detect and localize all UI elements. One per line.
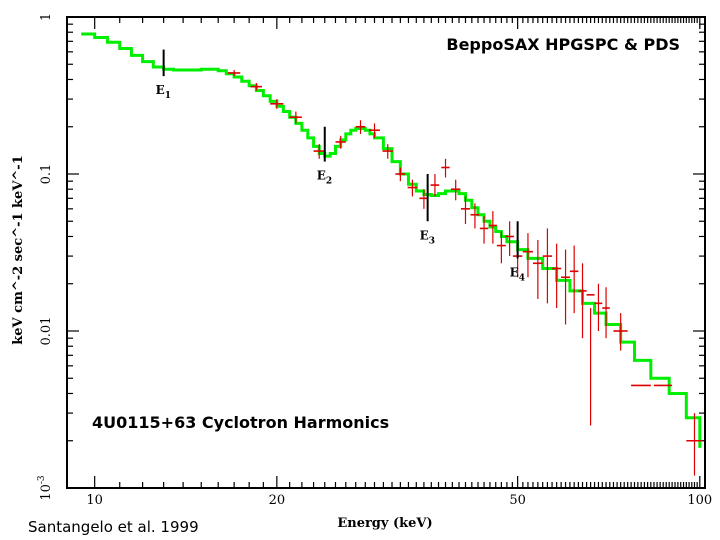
- harmonic-label-sub: 4: [519, 273, 525, 283]
- data-point: [542, 228, 553, 304]
- data-point: [569, 245, 579, 314]
- data-point: [250, 82, 262, 91]
- axis-ticks: [66, 16, 705, 489]
- x-axis-title: Energy (keV): [337, 516, 432, 531]
- data-point: [522, 233, 533, 278]
- y-tick-exponent: -3: [37, 475, 47, 484]
- data-point: [313, 144, 325, 159]
- y-tick-labels: 1 0.1 0.01 10-3: [37, 13, 54, 501]
- data-point: [561, 249, 570, 325]
- data-point: [686, 413, 703, 476]
- x-tick-labels: 10 20 50 100: [86, 493, 712, 508]
- data-point: [395, 167, 406, 182]
- harmonic-label: E3: [420, 228, 435, 246]
- data-point: [496, 231, 506, 264]
- harmonic-label: E1: [156, 83, 171, 101]
- x-tick-label: 50: [509, 493, 526, 508]
- annotation-layer: E1 E2 E3 E4: [156, 49, 525, 283]
- data-point: [470, 203, 480, 229]
- data-point: [505, 221, 514, 257]
- x-tick-label: 100: [687, 493, 712, 508]
- chart-title: BeppoSAX HPGSPC & PDS: [446, 35, 680, 54]
- x-tick-label: 10: [86, 493, 103, 508]
- harmonic-label-sub: 2: [326, 177, 332, 187]
- data-point: [227, 69, 241, 77]
- data-point: [578, 263, 587, 339]
- y-tick-label: 10-3: [37, 475, 54, 501]
- harmonic-label: E2: [317, 169, 332, 187]
- data-point: [552, 243, 562, 309]
- harmonic-label: E4: [510, 265, 525, 283]
- y-tick-label: 0.01: [39, 317, 54, 346]
- data-point: [613, 313, 628, 351]
- model-step-line: [81, 32, 702, 448]
- data-point: [441, 158, 450, 178]
- data-point: [407, 179, 418, 197]
- data-point: [270, 99, 284, 109]
- y-axis-title: keV cm^-2 sec^-1 keV^-1: [11, 155, 26, 344]
- data-point: [450, 179, 461, 201]
- data-point: [488, 211, 497, 244]
- data-point: [335, 135, 346, 149]
- data-point: [586, 294, 595, 426]
- x-tick-label: 20: [269, 493, 286, 508]
- y-tick-label: 0.1: [39, 164, 54, 185]
- data-point: [430, 174, 440, 197]
- data-point: [602, 287, 610, 339]
- plot-frame: [66, 16, 706, 489]
- data-point: [355, 120, 366, 134]
- data-point: [479, 216, 489, 244]
- chart-subtitle: 4U0115+63 Cyclotron Harmonics: [92, 413, 389, 432]
- data-point: [460, 196, 470, 225]
- data-point: [382, 144, 393, 159]
- data-point: [289, 111, 302, 124]
- harmonic-label-sub: 3: [429, 236, 435, 246]
- data-point: [368, 123, 380, 138]
- series-layer: [81, 32, 703, 476]
- credit-text: Santangelo et al. 1999: [28, 518, 199, 536]
- data-point: [532, 239, 543, 299]
- y-tick-label: 1: [39, 13, 54, 21]
- harmonic-label-sub: 1: [165, 91, 171, 101]
- data-point: [594, 283, 603, 331]
